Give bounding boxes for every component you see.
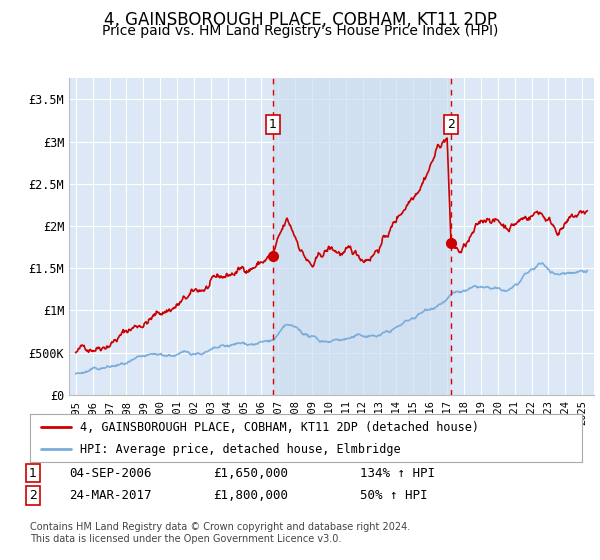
Text: Contains HM Land Registry data © Crown copyright and database right 2024.
This d: Contains HM Land Registry data © Crown c… [30,522,410,544]
Text: £1,650,000: £1,650,000 [213,466,288,480]
Text: Price paid vs. HM Land Registry's House Price Index (HPI): Price paid vs. HM Land Registry's House … [102,24,498,38]
Text: 1: 1 [29,466,37,480]
Text: 4, GAINSBOROUGH PLACE, COBHAM, KT11 2DP: 4, GAINSBOROUGH PLACE, COBHAM, KT11 2DP [104,11,497,29]
Text: 4, GAINSBOROUGH PLACE, COBHAM, KT11 2DP (detached house): 4, GAINSBOROUGH PLACE, COBHAM, KT11 2DP … [80,421,479,434]
Text: 50% ↑ HPI: 50% ↑ HPI [360,489,427,502]
Text: £1,800,000: £1,800,000 [213,489,288,502]
Text: 24-MAR-2017: 24-MAR-2017 [69,489,151,502]
Text: 134% ↑ HPI: 134% ↑ HPI [360,466,435,480]
Text: HPI: Average price, detached house, Elmbridge: HPI: Average price, detached house, Elmb… [80,442,400,456]
Text: 04-SEP-2006: 04-SEP-2006 [69,466,151,480]
Text: 2: 2 [29,489,37,502]
Text: 1: 1 [269,118,277,131]
Text: 2: 2 [447,118,455,131]
Bar [273,78,451,395]
